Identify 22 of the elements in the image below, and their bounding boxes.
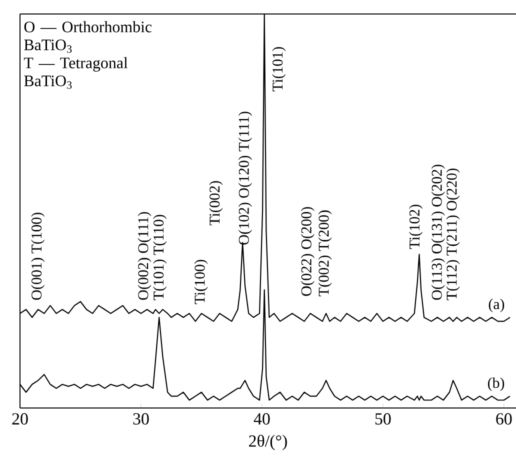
annotation: Ti(101) [272,47,286,92]
x-axis-title: 2θ/(°) [249,434,287,450]
x-tick-label: 50 [375,413,391,425]
x-tick-label: 60 [496,413,512,425]
annotation: Ti(100) [194,260,208,304]
x-tick-label: 40 [254,413,270,425]
annotation: O(113) O(131) O(202) [431,164,445,300]
annotation: O(022) O(200) [300,207,314,296]
annotation: T(112) T(211) O(220) [446,168,460,300]
series-label: (b) [488,377,504,392]
annotation: O(102) O(120) T(111) [238,112,252,245]
annotation: O(001) T(100) [31,212,45,300]
annotation: O(002) O(111) [138,212,152,300]
annotation: T(101) T(110) [153,214,167,300]
annotation: Ti(102) [409,204,423,249]
annotation: Ti(002) [209,181,223,226]
annotation: T(002) T(200) [318,210,332,296]
x-tick-label: 20 [12,413,28,425]
series-label: (a) [488,298,504,312]
annotation: O — Orthorhombic BaTiO$_{3}$ [24,21,152,53]
x-tick-label: 30 [133,413,149,425]
annotation: T — Tetragonal BaTiO$_{3}$ [24,57,128,89]
